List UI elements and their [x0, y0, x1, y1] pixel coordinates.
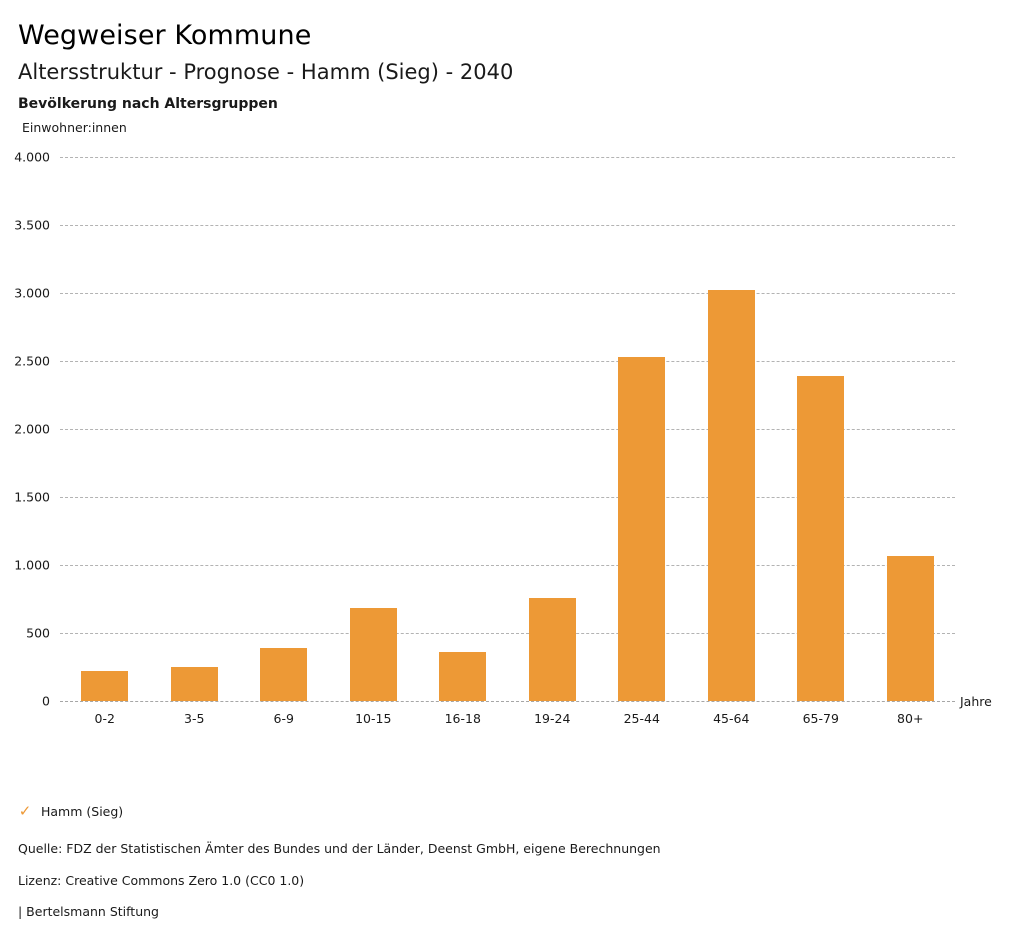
y-axis-title: Einwohner:innen — [22, 120, 127, 136]
x-axis-tick-label: 16-18 — [444, 711, 481, 727]
x-axis-tick-label: 3-5 — [184, 711, 205, 727]
bar-slot — [776, 157, 866, 702]
x-axis-tick-label: 65-79 — [802, 711, 839, 727]
bar-slot — [150, 157, 240, 702]
bar[interactable] — [797, 376, 845, 702]
bar[interactable] — [260, 647, 308, 702]
bar[interactable] — [707, 289, 755, 702]
x-axis-tick-label: 45-64 — [713, 711, 750, 727]
chart-footer: Quelle: FDZ der Statistischen Ämter des … — [18, 841, 978, 938]
bar[interactable] — [886, 556, 934, 702]
bar[interactable] — [170, 666, 218, 702]
chart-legend[interactable]: ✓ Hamm (Sieg) — [18, 802, 124, 820]
bar[interactable] — [528, 597, 576, 702]
y-axis-tick-label: 3.500 — [14, 217, 50, 233]
y-axis-tick-label: 0 — [42, 693, 50, 709]
bar-series-hamm-sieg — [60, 157, 956, 702]
check-icon: ✓ — [18, 802, 32, 820]
bar-slot — [687, 157, 777, 702]
legend-item-label: Hamm (Sieg) — [41, 804, 124, 819]
bar-slot — [239, 157, 329, 702]
bar[interactable] — [81, 671, 129, 702]
gridline — [60, 429, 955, 431]
page-title: Wegweiser Kommune — [18, 20, 312, 51]
gridline — [60, 497, 955, 499]
y-axis-tick-label: 500 — [26, 625, 50, 641]
x-axis-title: Jahre — [960, 694, 992, 710]
x-axis-tick-label: 25-44 — [623, 711, 660, 727]
x-axis-tick-label: 19-24 — [534, 711, 571, 727]
chart-subtitle: Altersstruktur - Prognose - Hamm (Sieg) … — [18, 60, 514, 85]
x-axis-tick-label: 80+ — [897, 711, 924, 727]
y-axis-tick-label: 2.000 — [14, 421, 50, 437]
plot-area: 0 500 1.000 1.500 2.000 2.500 3.000 3.500 4.000 — [14, 150, 956, 709]
bar[interactable] — [349, 607, 397, 702]
gridline — [60, 293, 955, 295]
bar-chart: Einwohner:innen 0 500 1.000 1.500 2.000 2.500… — [0, 112, 1024, 732]
y-axis-tick-label: 4.000 — [14, 149, 50, 165]
chart-caption: Bevölkerung nach Altersgruppen — [18, 96, 278, 113]
gridline — [60, 633, 955, 635]
chart-header: Wegweiser Kommune Altersstruktur - Progn… — [0, 0, 1024, 112]
x-axis-labels: 0-2 3-5 6-9 10-15 16-18 19-24 25-44 45-64 65-79 8… — [60, 711, 955, 726]
bar[interactable] — [439, 652, 487, 702]
source-line: Quelle: FDZ der Statistischen Ämter des … — [18, 841, 661, 856]
gridline — [60, 157, 955, 159]
bar-slot — [329, 157, 419, 702]
gridline — [60, 701, 955, 703]
bar-slot — [508, 157, 598, 702]
gridline — [60, 361, 955, 363]
x-axis-tick-label: 6-9 — [273, 711, 294, 727]
y-axis-tick-label: 1.000 — [14, 557, 50, 573]
bar-slot — [60, 157, 150, 702]
x-axis-tick-label: 0-2 — [94, 711, 115, 727]
bar-slot — [866, 157, 956, 702]
bar-slot — [597, 157, 687, 702]
bar-slot — [418, 157, 508, 702]
license-line: Lizenz: Creative Commons Zero 1.0 (CC0 1… — [18, 872, 305, 888]
y-axis-tick-label: 2.500 — [14, 353, 50, 369]
gridline — [60, 565, 955, 567]
x-axis-tick-label: 10-15 — [355, 711, 392, 727]
y-axis-tick-label: 3.000 — [14, 285, 50, 301]
bar[interactable] — [618, 356, 666, 702]
gridline — [60, 225, 955, 227]
publisher-line: | Bertelsmann Stiftung — [18, 904, 159, 919]
y-axis-tick-label: 1.500 — [14, 489, 50, 505]
